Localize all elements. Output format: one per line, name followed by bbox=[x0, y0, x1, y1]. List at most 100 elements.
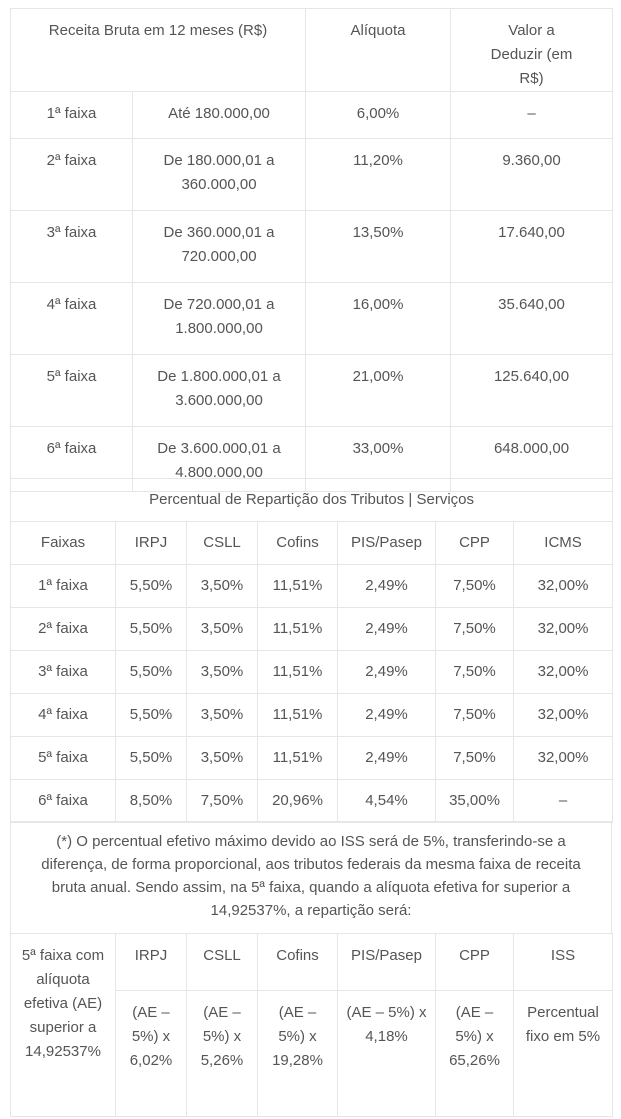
aliquota-table: Receita Bruta em 12 meses (R$) Alíquota … bbox=[9, 8, 614, 492]
column-header: ICMS bbox=[512, 521, 614, 565]
faixa-cell: 1ª faixa bbox=[10, 91, 133, 139]
aliquota-cell: 13,50% bbox=[305, 210, 452, 283]
valor-deduzir-cell: 125.640,00 bbox=[450, 354, 614, 427]
formula-cell: Percentual fixo em 5% bbox=[513, 990, 613, 1117]
column-header: ISS bbox=[513, 932, 613, 992]
receita-cell: De 1.800.000,01 a 3.600.000,00 bbox=[131, 354, 307, 427]
table-cell: 3,50% bbox=[186, 693, 258, 737]
table-cell: 35,00% bbox=[435, 779, 514, 823]
table-cell: 32,00% bbox=[512, 693, 614, 737]
formula-cell: (AE – 5%) x 5,26% bbox=[186, 990, 258, 1117]
table-cell: 3,50% bbox=[186, 607, 258, 651]
valor-deduzir-cell: 9.360,00 bbox=[450, 138, 614, 211]
valor-deduzir-cell: – bbox=[450, 91, 614, 139]
table-cell: 4ª faixa bbox=[10, 693, 116, 737]
column-header: CSLL bbox=[186, 932, 258, 992]
table-cell: 7,50% bbox=[435, 693, 514, 737]
iss-note: (*) O percentual efetivo máximo devido a… bbox=[10, 821, 612, 934]
table-cell: 11,51% bbox=[257, 650, 338, 694]
table-row: 3ª faixa 5,50% 3,50% 11,51% 2,49% 7,50% 32,00% bbox=[10, 650, 614, 694]
header-valor-deduzir: Valor a Deduzir (em R$) bbox=[450, 8, 614, 92]
table-cell: 11,51% bbox=[257, 736, 338, 780]
table-cell: – bbox=[512, 779, 614, 823]
column-header: Cofins bbox=[257, 521, 338, 565]
table-cell: 3,50% bbox=[186, 650, 258, 694]
column-header: PIS/Pasep bbox=[337, 521, 436, 565]
header-receita: Receita Bruta em 12 meses (R$) bbox=[9, 8, 307, 92]
table-row: 3ª faixa De 360.000,01 a 720.000,00 13,50%… bbox=[10, 210, 614, 283]
formula-cell: (AE – 5%) x 65,26% bbox=[435, 990, 514, 1117]
column-header: CPP bbox=[435, 521, 514, 565]
header-aliquota: Alíquota bbox=[305, 8, 452, 92]
table-cell: 11,51% bbox=[257, 693, 338, 737]
table-cell: 5,50% bbox=[115, 607, 187, 651]
table-cell: 3ª faixa bbox=[10, 650, 116, 694]
note-table: (*) O percentual efetivo máximo devido a… bbox=[10, 821, 612, 934]
iss-reparticao-table: 5ª faixa com alíquota efetiva (AE) super… bbox=[10, 932, 613, 1117]
table-cell: 2,49% bbox=[337, 736, 436, 780]
table-cell: 5,50% bbox=[115, 564, 187, 608]
table-cell: 2ª faixa bbox=[10, 607, 116, 651]
table-cell: 1ª faixa bbox=[10, 564, 116, 608]
receita-cell: De 180.000,01 a 360.000,00 bbox=[131, 138, 307, 211]
reparticao-table: Percentual de Repartição dos Tributos | … bbox=[9, 478, 614, 823]
faixa-cell: 2ª faixa bbox=[10, 138, 133, 211]
valor-deduzir-cell: 35.640,00 bbox=[450, 282, 614, 355]
table-cell: 5,50% bbox=[115, 693, 187, 737]
table-cell: 32,00% bbox=[512, 564, 614, 608]
reparticao-title: Percentual de Repartição dos Tributos | … bbox=[9, 478, 614, 522]
table-cell: 32,00% bbox=[512, 607, 614, 651]
column-header: Cofins bbox=[257, 932, 338, 992]
table-cell: 32,00% bbox=[512, 736, 614, 780]
column-header: IRPJ bbox=[115, 932, 187, 992]
aliquota-cell: 6,00% bbox=[305, 91, 452, 139]
table-cell: 20,96% bbox=[257, 779, 338, 823]
table-row: 2ª faixa 5,50% 3,50% 11,51% 2,49% 7,50% 32,00% bbox=[10, 607, 614, 651]
table-cell: 3,50% bbox=[186, 564, 258, 608]
table-row: 1ª faixa 5,50% 3,50% 11,51% 2,49% 7,50% 32,00% bbox=[10, 564, 614, 608]
table-cell: 32,00% bbox=[512, 650, 614, 694]
table-cell: 11,51% bbox=[257, 607, 338, 651]
table-row: 5ª faixa De 1.800.000,01 a 3.600.000,00 21… bbox=[10, 354, 614, 427]
column-header: CSLL bbox=[186, 521, 258, 565]
table-cell: 2,49% bbox=[337, 607, 436, 651]
formula-cell: (AE – 5%) x 4,18% bbox=[337, 990, 436, 1117]
valor-deduzir-cell: 17.640,00 bbox=[450, 210, 614, 283]
table-cell: 3,50% bbox=[186, 736, 258, 780]
faixa-cell: 3ª faixa bbox=[10, 210, 133, 283]
column-header: PIS/Pasep bbox=[337, 932, 436, 992]
faixa-cell: 4ª faixa bbox=[10, 282, 133, 355]
table-cell: 4,54% bbox=[337, 779, 436, 823]
table-cell: 7,50% bbox=[435, 736, 514, 780]
aliquota-cell: 16,00% bbox=[305, 282, 452, 355]
faixa-cell: 5ª faixa bbox=[10, 354, 133, 427]
table-cell: 11,51% bbox=[257, 564, 338, 608]
table-cell: 2,49% bbox=[337, 693, 436, 737]
aliquota-cell: 21,00% bbox=[305, 354, 452, 427]
formula-cell: (AE – 5%) x 19,28% bbox=[257, 990, 338, 1117]
receita-cell: Até 180.000,00 bbox=[131, 91, 307, 139]
table-cell: 2,49% bbox=[337, 564, 436, 608]
table-cell: 7,50% bbox=[186, 779, 258, 823]
table-cell: 7,50% bbox=[435, 564, 514, 608]
table-cell: 7,50% bbox=[435, 607, 514, 651]
table-cell: 8,50% bbox=[115, 779, 187, 823]
column-header: CPP bbox=[435, 932, 514, 992]
receita-cell: De 360.000,01 a 720.000,00 bbox=[131, 210, 307, 283]
column-header: IRPJ bbox=[115, 521, 187, 565]
column-header: Faixas bbox=[10, 521, 116, 565]
table-row: 1ª faixa Até 180.000,00 6,00% – bbox=[10, 91, 614, 139]
table-row: 4ª faixa 5,50% 3,50% 11,51% 2,49% 7,50% 32,00% bbox=[10, 693, 614, 737]
table-cell: 7,50% bbox=[435, 650, 514, 694]
table-cell: 6ª faixa bbox=[10, 779, 116, 823]
table-row: 4ª faixa De 720.000,01 a 1.800.000,00 16,0… bbox=[10, 282, 614, 355]
table-row: 5ª faixa 5,50% 3,50% 11,51% 2,49% 7,50% 32,00% bbox=[10, 736, 614, 780]
table-row: 6ª faixa 8,50% 7,50% 20,96% 4,54% 35,00% – bbox=[10, 779, 614, 823]
table-row: 2ª faixa De 180.000,01 a 360.000,00 11,20%… bbox=[10, 138, 614, 211]
aliquota-cell: 11,20% bbox=[305, 138, 452, 211]
formula-cell: (AE – 5%) x 6,02% bbox=[115, 990, 187, 1117]
row-label: 5ª faixa com alíquota efetiva (AE) super… bbox=[10, 933, 116, 1117]
table-cell: 5,50% bbox=[115, 650, 187, 694]
table-cell: 5,50% bbox=[115, 736, 187, 780]
receita-cell: De 720.000,01 a 1.800.000,00 bbox=[131, 282, 307, 355]
